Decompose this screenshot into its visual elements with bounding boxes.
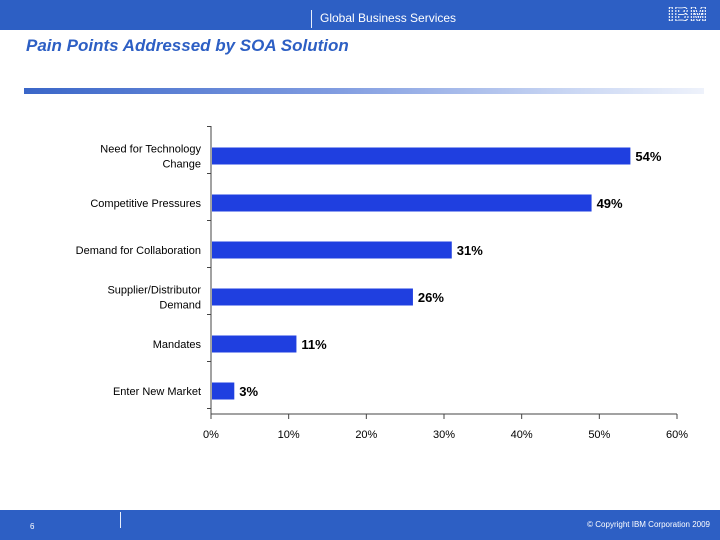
- data-label: 11%: [301, 337, 327, 352]
- x-tick-label: 40%: [511, 429, 533, 441]
- header-divider: [311, 10, 312, 28]
- data-label: 3%: [239, 384, 258, 399]
- bar: [212, 194, 592, 212]
- x-tick-label: 50%: [588, 429, 610, 441]
- category-label: Mandates: [153, 339, 202, 351]
- division-name: Global Business Services: [320, 11, 457, 25]
- bar: [212, 288, 413, 306]
- x-tick-label: 10%: [278, 429, 300, 441]
- x-tick-label: 0%: [203, 429, 219, 441]
- data-label: 49%: [597, 196, 623, 211]
- data-label: 54%: [635, 149, 661, 164]
- bar: [212, 241, 452, 259]
- data-label: 26%: [418, 290, 444, 305]
- copyright-notice: © Copyright IBM Corporation 2009: [587, 520, 710, 529]
- x-tick-label: 30%: [433, 429, 455, 441]
- data-label: 31%: [457, 243, 483, 258]
- category-label: Enter New Market: [113, 386, 201, 398]
- page-number: 6: [30, 522, 35, 531]
- category-label: Change: [162, 159, 201, 171]
- category-label: Demand for Collaboration: [76, 245, 201, 257]
- header-bar: [0, 0, 720, 30]
- bar: [212, 335, 297, 353]
- bar: [212, 147, 631, 165]
- bar: [212, 382, 235, 400]
- footer-divider: [120, 512, 121, 528]
- category-label: Demand: [159, 300, 201, 312]
- x-tick-label: 60%: [666, 429, 688, 441]
- x-tick-label: 20%: [355, 429, 377, 441]
- category-label: Competitive Pressures: [90, 198, 201, 210]
- category-label: Need for Technology: [100, 144, 201, 156]
- title-divider: [24, 88, 704, 94]
- category-label: Supplier/Distributor: [107, 285, 201, 297]
- page-title: Pain Points Addressed by SOA Solution: [26, 36, 349, 55]
